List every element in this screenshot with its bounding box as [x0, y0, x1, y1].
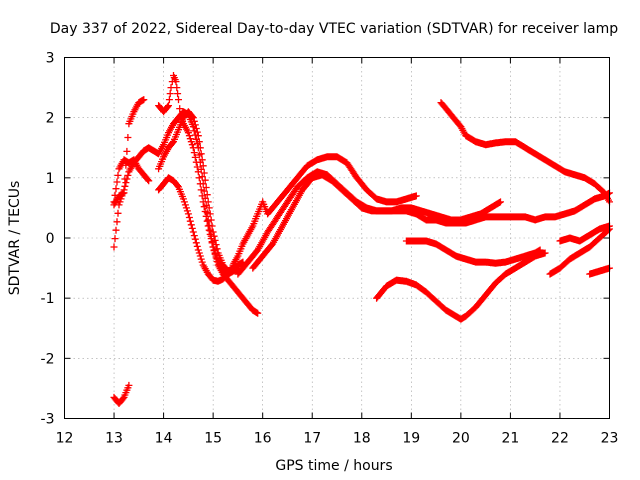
x-tick-label: 19 [402, 431, 420, 447]
x-tick-label: 21 [501, 431, 519, 447]
y-tick-label: 0 [46, 231, 55, 247]
x-tick-label: 22 [551, 431, 569, 447]
series-arc-c [110, 96, 148, 209]
y-axis-label: SDTVAR / TECUs [7, 181, 23, 296]
x-axis-label: GPS time / hours [275, 458, 392, 474]
series-arc-l [437, 99, 613, 206]
series-points [229, 153, 420, 269]
x-tick-label: 20 [452, 431, 470, 447]
series-points [586, 264, 613, 278]
series-arc-j [373, 249, 549, 323]
y-tick-label: 2 [46, 111, 55, 127]
series-arc-n [546, 225, 613, 278]
chart-title: Day 337 of 2022, Sidereal Day-to-day VTE… [50, 21, 618, 37]
series-arc-p [110, 381, 133, 407]
y-tick-label: -2 [41, 351, 55, 367]
x-tick-label: 16 [254, 431, 272, 447]
x-tick-label: 15 [204, 431, 222, 447]
series-points [402, 237, 544, 267]
data-marks [110, 72, 613, 407]
x-tick-label: 12 [56, 431, 74, 447]
x-tick-label: 23 [601, 431, 619, 447]
series-points [546, 225, 613, 278]
x-tick-label: 17 [303, 431, 321, 447]
series-points [110, 96, 148, 209]
series-points [373, 249, 549, 323]
series-points [110, 381, 133, 407]
series-arc-k [402, 237, 544, 267]
series-points [556, 222, 613, 245]
series-points [249, 171, 504, 272]
series-points [155, 108, 237, 275]
series-points [437, 99, 613, 206]
series-arc-f [155, 108, 237, 275]
series-arc-m [556, 222, 613, 245]
x-tick-label: 14 [155, 431, 173, 447]
y-tick-label: 1 [46, 171, 55, 187]
series-arc-o [586, 264, 613, 278]
series-arc-g [229, 153, 420, 269]
y-tick-label: -3 [41, 412, 55, 428]
series-arc-i [249, 171, 504, 272]
y-tick-label: 3 [46, 51, 55, 67]
x-tick-label: 13 [105, 431, 123, 447]
y-tick-label: -1 [41, 291, 55, 307]
x-tick-label: 18 [353, 431, 371, 447]
